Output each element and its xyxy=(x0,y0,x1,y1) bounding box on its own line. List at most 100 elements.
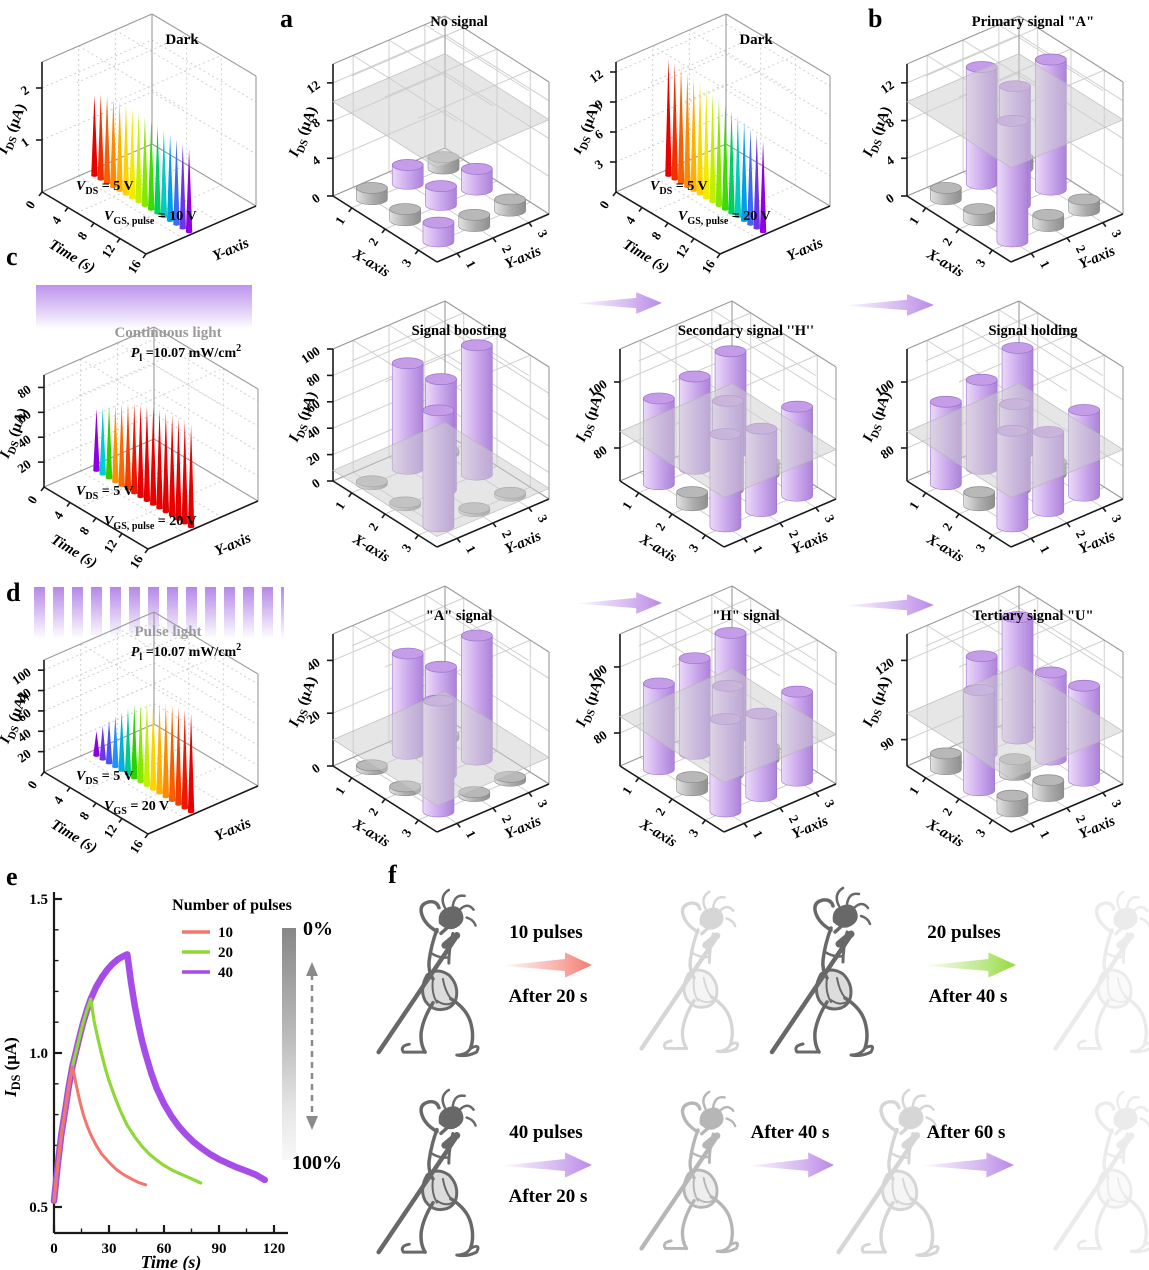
svg-text:1: 1 xyxy=(906,784,922,797)
svg-text:Time (s): Time (s) xyxy=(48,532,100,570)
svg-text:0: 0 xyxy=(24,778,40,791)
svg-text:60: 60 xyxy=(157,1241,172,1257)
svg-text:120: 120 xyxy=(872,655,897,678)
svg-text:IDS (μA): IDS (μA) xyxy=(287,104,323,161)
svg-text:Y-axis: Y-axis xyxy=(210,235,251,265)
svg-text:0.5: 0.5 xyxy=(29,1200,48,1216)
svg-text:Signal holding: Signal holding xyxy=(988,323,1078,339)
svg-text:0: 0 xyxy=(309,475,323,491)
svg-text:VDS = 5 V: VDS = 5 V xyxy=(650,179,708,197)
line-chart-decay: 0.5 1.0 1.5 0 30 60 90 120 Time (s) IDS (μA) Numbe… xyxy=(1,892,292,1270)
svg-text:Time (s): Time (s) xyxy=(48,817,100,857)
flow-arrow xyxy=(844,592,934,618)
svg-text:IDS (μA): IDS (μA) xyxy=(574,674,610,731)
svg-text:0: 0 xyxy=(309,760,323,776)
svg-text:3: 3 xyxy=(1109,227,1126,240)
svg-text:1: 1 xyxy=(619,784,635,797)
svg-text:1: 1 xyxy=(1037,543,1053,556)
svg-text:12: 12 xyxy=(100,537,120,556)
fade-arrow-purple xyxy=(502,1150,592,1180)
svg-text:1: 1 xyxy=(619,499,635,512)
svg-text:12: 12 xyxy=(303,77,322,97)
panel-label-e: e xyxy=(6,862,18,891)
svg-text:3: 3 xyxy=(685,826,701,840)
svg-text:X-axis: X-axis xyxy=(923,531,967,566)
puppet-dark xyxy=(766,882,892,1062)
puppet-faded xyxy=(1052,1086,1149,1258)
svg-text:3: 3 xyxy=(535,227,552,240)
svg-text:8: 8 xyxy=(74,228,90,242)
after-time-label: After 20 s xyxy=(508,1186,588,1207)
svg-text:3: 3 xyxy=(972,826,988,840)
svg-text:3: 3 xyxy=(822,797,839,810)
svg-text:12: 12 xyxy=(672,242,692,261)
svg-text:4: 4 xyxy=(883,152,897,168)
svg-text:90: 90 xyxy=(212,1241,227,1257)
svg-text:1: 1 xyxy=(906,499,922,512)
panel-label-f: f xyxy=(388,860,397,889)
svg-text:Time (s): Time (s) xyxy=(141,1252,202,1270)
svg-text:8: 8 xyxy=(648,228,664,242)
svg-text:40: 40 xyxy=(218,965,233,981)
svg-text:3: 3 xyxy=(972,541,988,555)
puppet-medium xyxy=(638,1086,754,1258)
svg-text:1: 1 xyxy=(750,543,766,556)
double-dashed-arrow xyxy=(306,962,318,1130)
svg-text:12: 12 xyxy=(586,66,605,86)
svg-text:X-axis: X-axis xyxy=(636,816,680,851)
svg-text:Y-axis: Y-axis xyxy=(784,235,825,265)
svg-text:3: 3 xyxy=(535,512,552,525)
svg-text:1: 1 xyxy=(906,214,922,227)
svg-text:VGS, pulse = 10 V: VGS, pulse = 10 V xyxy=(104,209,197,227)
svg-text:Secondary signal ''H'': Secondary signal ''H'' xyxy=(678,323,814,339)
svg-text:40: 40 xyxy=(303,655,322,675)
svg-text:20: 20 xyxy=(303,449,322,469)
retention-gradient-bar xyxy=(282,928,296,1160)
svg-text:Pl =10.07 mW/cm2: Pl =10.07 mW/cm2 xyxy=(131,343,241,364)
svg-text:IDS (μA): IDS (μA) xyxy=(574,389,610,446)
after-time-label: After 60 s xyxy=(926,1122,1006,1143)
svg-text:VDS = 5 V: VDS = 5 V xyxy=(76,769,134,787)
svg-text:2: 2 xyxy=(365,520,381,533)
svg-text:3: 3 xyxy=(822,512,839,525)
svg-text:80: 80 xyxy=(877,442,896,462)
svg-text:0: 0 xyxy=(22,198,38,211)
svg-text:VGS, pulse = 20 V: VGS, pulse = 20 V xyxy=(104,514,197,532)
pulse-count-label: 40 pulses xyxy=(509,1122,583,1143)
svg-text:30: 30 xyxy=(102,1241,117,1257)
svg-text:4: 4 xyxy=(622,213,638,227)
svg-text:IDS (μA): IDS (μA) xyxy=(861,104,897,161)
svg-text:X-axis: X-axis xyxy=(349,246,393,281)
svg-text:3: 3 xyxy=(398,256,414,270)
svg-text:2: 2 xyxy=(939,805,955,818)
svg-text:100: 100 xyxy=(9,664,34,687)
svg-text:Tertiary signal "U": Tertiary signal "U" xyxy=(972,608,1093,624)
svg-text:3: 3 xyxy=(398,541,414,555)
svg-text:16: 16 xyxy=(124,257,144,276)
panel-label-a: a xyxy=(280,4,293,33)
flow-arrow xyxy=(576,590,662,616)
svg-text:Y-axis: Y-axis xyxy=(212,530,253,560)
svg-text:10: 10 xyxy=(218,925,233,941)
svg-text:1: 1 xyxy=(463,258,479,271)
svg-text:2: 2 xyxy=(939,520,955,533)
svg-text:1.5: 1.5 xyxy=(29,892,48,908)
svg-text:Continuous light: Continuous light xyxy=(114,325,221,341)
svg-text:0: 0 xyxy=(24,493,40,506)
pulse-count-label: 10 pulses xyxy=(509,922,583,943)
svg-text:IDS (μA): IDS (μA) xyxy=(1,1037,23,1098)
svg-text:3: 3 xyxy=(1109,512,1126,525)
svg-text:8: 8 xyxy=(76,523,92,537)
svg-text:120: 120 xyxy=(263,1241,286,1257)
fade-arrow-green xyxy=(924,950,1016,980)
svg-text:8: 8 xyxy=(76,808,92,822)
svg-text:Signal boosting: Signal boosting xyxy=(412,323,507,339)
